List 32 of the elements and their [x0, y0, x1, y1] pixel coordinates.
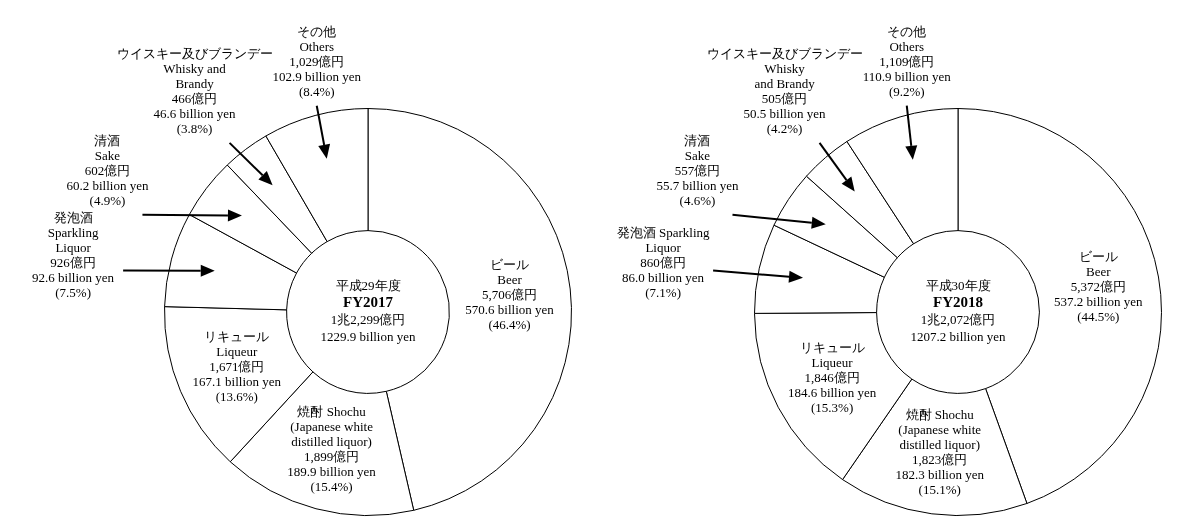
slice-label: 清酒 Sake: [684, 132, 711, 163]
data-label: 466億円 46.6 billion yen (3.8%): [153, 90, 237, 136]
slice-label: その他 Others: [887, 23, 927, 54]
data-label: 1,846億円 184.6 billion yen (15.3%): [787, 370, 877, 416]
slice-label: ビール Beer: [490, 257, 530, 288]
slice-label: 清酒 Sake: [94, 132, 121, 163]
data-label: 860億円 86.0 billion yen (7.1%): [622, 254, 705, 300]
data-label: 505億円 50.5 billion yen (4.2%): [743, 90, 827, 136]
data-label: 926億円 92.6 billion yen (7.5%): [32, 254, 115, 300]
data-label: 5,372億円 537.2 billion yen (44.5%): [1054, 278, 1144, 324]
data-label: 1,029億円 102.9 billion yen (8.4%): [272, 53, 362, 99]
data-label: 1,671億円 167.1 billion yen (13.6%): [192, 358, 282, 404]
text: 平成29年度 FY2017: [335, 277, 401, 311]
data-label: 1,823億円 182.3 billion yen (15.1%): [895, 452, 985, 498]
data-label: 1,899億円 189.9 billion yen (15.4%): [287, 448, 377, 494]
text: 1兆2,072億円 1207.2 billion yen: [910, 311, 1006, 344]
data-label: 602億円 60.2 billion yen (4.9%): [66, 162, 149, 208]
data-label: 557億円 55.7 billion yen (4.6%): [656, 162, 739, 208]
slice-label: 発泡酒 Sparkling Liquor: [616, 224, 710, 255]
text: 平成30年度 FY2018: [925, 277, 991, 311]
slice-label: リキュール Liqueur: [799, 340, 865, 371]
slice-label: その他 Others: [297, 23, 337, 54]
slice-label: 焼酎 Shochu (Japanese white distilled liquor): [290, 403, 374, 449]
data-label: 1,109億円 110.9 billion yen (9.2%): [862, 53, 952, 99]
slice-label: 焼酎 Shochu (Japanese white distilled liquor): [898, 407, 982, 453]
slice-label: ウイスキー及びブランデー Whisky and Brandy: [116, 45, 273, 91]
slice-label: リキュール Liqueur: [204, 328, 270, 359]
slice-label: ウイスキー及びブランデー Whisky and Brandy: [706, 45, 863, 91]
data-label: 5,706億円 570.6 billion yen (46.4%): [465, 287, 555, 333]
slice-label: 発泡酒 Sparkling Liquor: [47, 209, 99, 255]
slice-label: ビール Beer: [1078, 248, 1118, 279]
text: 1兆2,299億円 1229.9 billion yen: [320, 311, 416, 344]
